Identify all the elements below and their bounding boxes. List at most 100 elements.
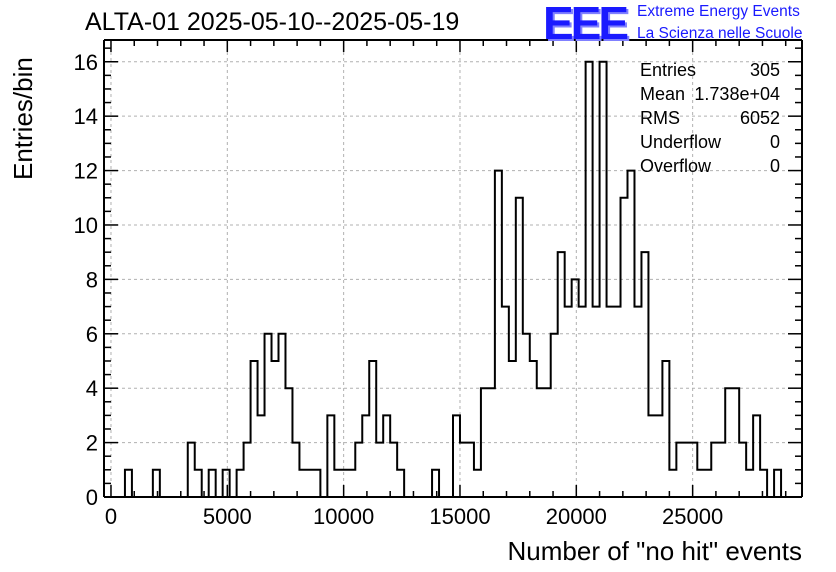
x-tick-label: 15000	[429, 504, 490, 529]
histogram-bin	[209, 470, 216, 497]
histogram-bin	[341, 470, 348, 497]
histogram-bin	[523, 334, 530, 497]
histogram-bin	[641, 252, 648, 497]
histogram-bin	[125, 470, 132, 497]
rms-value: 6052	[739, 108, 780, 128]
histogram-bin	[383, 415, 390, 497]
histogram-bin	[334, 470, 341, 497]
histogram-bin	[327, 415, 334, 497]
histogram-bin	[362, 415, 369, 497]
rms-label: RMS	[640, 108, 680, 128]
y-tick-label: 8	[86, 267, 98, 292]
y-tick-label: 6	[86, 322, 98, 347]
y-axis-label-wrap: Entries/bin	[8, 40, 48, 200]
histogram-bin	[306, 470, 313, 497]
histogram-bin	[739, 443, 746, 497]
histogram-bin	[746, 470, 753, 497]
x-tick-label: 0	[105, 504, 117, 529]
histogram-bin	[376, 443, 383, 497]
histogram-outline	[123, 60, 783, 498]
histogram-bin	[265, 334, 272, 497]
stats-underflow: Underflow 0	[640, 130, 780, 154]
histogram-bin	[237, 470, 244, 497]
entries-value: 305	[749, 60, 780, 80]
histogram-bin	[551, 334, 558, 497]
underflow-label: Underflow	[640, 132, 722, 152]
histogram-bin	[648, 415, 655, 497]
y-tick-label: 0	[86, 485, 98, 510]
mean-label: Mean	[640, 84, 686, 104]
y-tick-label: 14	[74, 104, 98, 129]
histogram-bin	[509, 361, 516, 497]
histogram-bin	[621, 198, 628, 497]
histogram-bin	[669, 470, 676, 497]
histogram-bin	[195, 470, 202, 497]
histogram-bin	[279, 334, 286, 497]
histogram-bin	[565, 307, 572, 497]
histogram-bin	[188, 443, 195, 497]
stats-box: Entries 305 Mean 1.738e+04 RMS 6052 Unde…	[640, 58, 780, 178]
histogram-bin	[299, 470, 306, 497]
histogram-bin	[683, 443, 690, 497]
histogram-bin	[530, 361, 537, 497]
histogram-bin	[258, 415, 265, 497]
histogram-bin	[516, 198, 523, 497]
histogram-bin	[760, 470, 767, 497]
histogram-bin	[223, 470, 230, 497]
overflow-label: Overflow	[640, 156, 712, 176]
stats-rms: RMS 6052	[640, 106, 780, 130]
histogram-bin	[774, 470, 781, 497]
x-axis-label: Number of "no hit" events	[507, 536, 803, 566]
x-tick-label: 10000	[313, 504, 374, 529]
overflow-value: 0	[769, 156, 780, 176]
histogram-bin	[676, 443, 683, 497]
histogram-bin	[355, 443, 362, 497]
logo-line-1: Extreme Energy Events	[637, 3, 800, 20]
histogram-bin	[558, 252, 565, 497]
mean-value: 1.738e+04	[694, 84, 780, 104]
histogram-bin	[697, 470, 704, 497]
stats-entries: Entries 305	[640, 58, 780, 82]
histogram-bin	[655, 415, 662, 497]
histogram-bin	[690, 443, 697, 497]
histogram-bin	[614, 307, 621, 497]
underflow-value: 0	[769, 132, 780, 152]
histogram-bin	[390, 443, 397, 497]
histogram-bin	[662, 361, 669, 497]
histogram-bin	[634, 307, 641, 497]
histogram-bin	[292, 443, 299, 497]
histogram-bin	[607, 307, 614, 497]
histogram-bin	[251, 361, 258, 497]
y-tick-label: 10	[74, 213, 98, 238]
histogram-series	[123, 60, 783, 498]
histogram-bin	[718, 443, 725, 497]
histogram-bin	[397, 470, 404, 497]
histogram-bin	[467, 443, 474, 497]
eee-logo: EEE	[543, 0, 629, 49]
x-tick-label: 20000	[546, 504, 607, 529]
x-tick-label: 25000	[662, 504, 723, 529]
histogram-bin	[711, 443, 718, 497]
axes	[103, 39, 803, 498]
histogram-bin	[272, 361, 279, 497]
y-tick-label: 16	[74, 50, 98, 75]
histogram-bin	[502, 307, 509, 497]
histogram-bin	[579, 307, 586, 497]
histogram-bin	[244, 443, 251, 497]
stats-overflow: Overflow 0	[640, 154, 780, 178]
histogram-bin	[704, 470, 711, 497]
logo-line-2: La Scienza nelle Scuole	[637, 25, 803, 42]
y-axis-label: Entries/bin	[8, 57, 38, 180]
y-tick-label: 4	[86, 376, 98, 401]
histogram-bin	[753, 415, 760, 497]
histogram-bin	[369, 361, 376, 497]
y-tick-label: 2	[86, 431, 98, 456]
histogram-bin	[348, 470, 355, 497]
histogram-bin	[460, 443, 467, 497]
histogram-bin	[474, 470, 481, 497]
histogram-bin	[432, 470, 439, 497]
histogram-bin	[593, 307, 600, 497]
stats-mean: Mean 1.738e+04	[640, 82, 780, 106]
histogram-bin	[453, 415, 460, 497]
